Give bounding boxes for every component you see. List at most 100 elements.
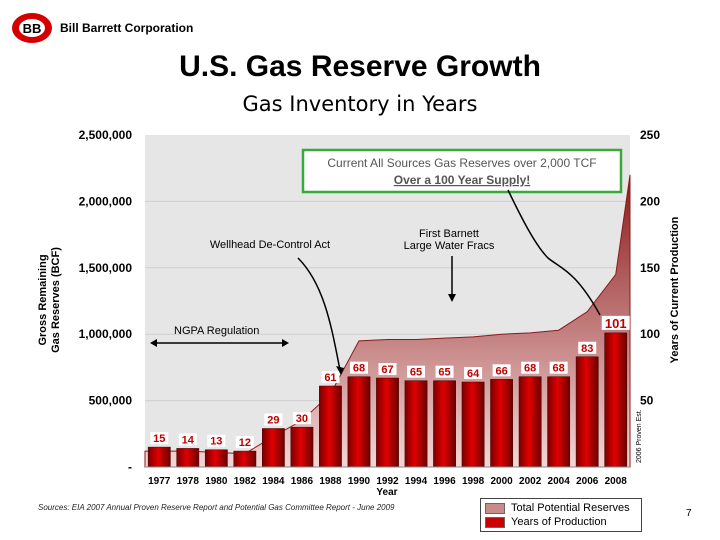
data-label-bg: [578, 341, 597, 354]
annotation-barnett-1: First Barnett: [419, 228, 479, 240]
data-label-bg: [235, 436, 254, 449]
y-right-tick-label: 250: [640, 128, 660, 142]
data-label-1977: 15: [153, 433, 165, 445]
bar-1984: [262, 428, 285, 468]
x-tick-label: 1992: [376, 476, 399, 487]
bar-1990: [347, 376, 371, 468]
y-right-tick-label: 100: [640, 327, 660, 341]
data-label-1996: 65: [438, 367, 450, 379]
data-label-bg: [264, 413, 283, 426]
data-label-1998: 64: [467, 368, 480, 380]
data-label-bg: [464, 367, 483, 380]
x-tick-label: 1977: [148, 476, 171, 487]
page-subtitle: Gas Inventory in Years: [242, 92, 478, 116]
annotation-proven-est: 2006 Proven Est.: [636, 409, 643, 463]
bar-1980: [204, 449, 228, 468]
company-name: Bill Barrett Corporation: [60, 21, 194, 35]
page-title: U.S. Gas Reserve Growth: [179, 50, 541, 83]
bar-2000: [490, 379, 513, 468]
y-left-tick-label: 2,000,000: [79, 194, 133, 208]
barnett-arrowhead: [448, 294, 456, 302]
data-label-bg: [435, 365, 454, 378]
data-label-1986: 30: [296, 413, 308, 425]
y-left-tick-label: 1,500,000: [79, 261, 133, 275]
x-tick-label: 1988: [319, 476, 342, 487]
x-tick-label: 1982: [234, 476, 257, 487]
data-label-1980: 13: [210, 436, 222, 448]
y-right-label: Years of Current Production: [669, 216, 681, 363]
data-label-bg: [178, 433, 197, 446]
data-label-1994: 65: [410, 367, 422, 379]
data-label-bg: [378, 363, 397, 376]
y-right-tick-label: 150: [640, 261, 660, 275]
x-axis-label: Year: [376, 487, 397, 498]
bar-1994: [404, 380, 428, 468]
legend-label-total-reserves: Total Potential Reserves: [511, 502, 630, 514]
x-tick-label: 2004: [548, 476, 571, 487]
data-label-bg: [207, 434, 226, 447]
x-tick-label: 1978: [177, 476, 200, 487]
x-tick-label: 1996: [433, 476, 456, 487]
bar-1977: [147, 446, 171, 468]
x-tick-label: 1990: [348, 476, 371, 487]
data-label-bg: [292, 412, 311, 425]
y-left-tick-label: 2,500,000: [79, 128, 133, 142]
y-left-tick-label: 500,000: [89, 394, 133, 408]
annotation-ngpa: NGPA Regulation: [174, 325, 259, 337]
data-label-2000: 66: [495, 365, 507, 377]
ngpa-arrowhead-right: [282, 339, 289, 347]
x-tick-label: 2000: [490, 476, 513, 487]
x-tick-label: 1998: [462, 476, 485, 487]
data-label-1982: 12: [239, 437, 251, 449]
callout-box: [301, 148, 623, 194]
data-label-bg: [601, 315, 630, 330]
annotation-wellhead: Wellhead De-Control Act: [210, 239, 330, 251]
bar-2002: [518, 376, 542, 468]
data-label-1988: 61: [324, 372, 336, 384]
data-label-bg: [150, 432, 169, 445]
data-label-1978: 14: [182, 434, 195, 446]
legend-swatch-total-reserves: [485, 502, 505, 514]
data-label-2004: 68: [553, 363, 565, 375]
ngpa-arrowhead-left: [150, 339, 157, 347]
data-label-bg: [492, 364, 511, 377]
bar-1982: [233, 450, 257, 468]
source-note: Sources: EIA 2007 Annual Proven Reserve …: [38, 503, 395, 512]
legend-label-years-production: Years of Production: [511, 516, 607, 528]
bar-2008: [604, 332, 628, 468]
y-left-label-1: Gross Remaining: [37, 254, 49, 345]
x-tick-label: 1980: [205, 476, 228, 487]
callout-arrow: [507, 189, 601, 316]
y-left-tick-label: 1,000,000: [79, 327, 133, 341]
data-label-2006: 83: [581, 343, 593, 355]
x-tick-label: 1984: [262, 476, 285, 487]
y-left-tick-label: -: [128, 460, 132, 474]
y-right-tick-label: 200: [640, 194, 660, 208]
x-tick-label: 1994: [405, 476, 428, 487]
bar-1988: [319, 385, 342, 468]
legend-item-total-reserves: Total Potential Reserves: [485, 502, 630, 514]
bar-2004: [547, 376, 571, 468]
page-number: 7: [686, 508, 692, 519]
bar-1986: [290, 426, 314, 468]
callout-line1: Current All Sources Gas Reserves over 2,…: [327, 156, 596, 170]
wellhead-arrow: [297, 257, 341, 371]
data-label-2008: 101: [605, 316, 627, 331]
x-tick-label: 2008: [605, 476, 628, 487]
annotation-barnett-2: Large Water Fracs: [404, 240, 495, 252]
data-label-bg: [549, 361, 568, 374]
data-label-2002: 68: [524, 363, 536, 375]
bar-2006: [575, 356, 599, 468]
wellhead-arrowhead: [336, 366, 344, 375]
data-label-1984: 29: [267, 414, 279, 426]
y-right-tick-label: 50: [640, 394, 654, 408]
bar-1978: [176, 448, 200, 468]
y-left-label-2: Gas Reserves (BCF): [50, 247, 62, 353]
data-label-bg: [521, 361, 540, 374]
callout-line2: Over a 100 Year Supply!: [394, 173, 531, 187]
chart-legend: Total Potential Reserves Years of Produc…: [480, 498, 642, 532]
data-label-1990: 68: [353, 363, 365, 375]
company-logo: BB: [12, 13, 52, 43]
legend-item-years-production: Years of Production: [485, 516, 607, 528]
